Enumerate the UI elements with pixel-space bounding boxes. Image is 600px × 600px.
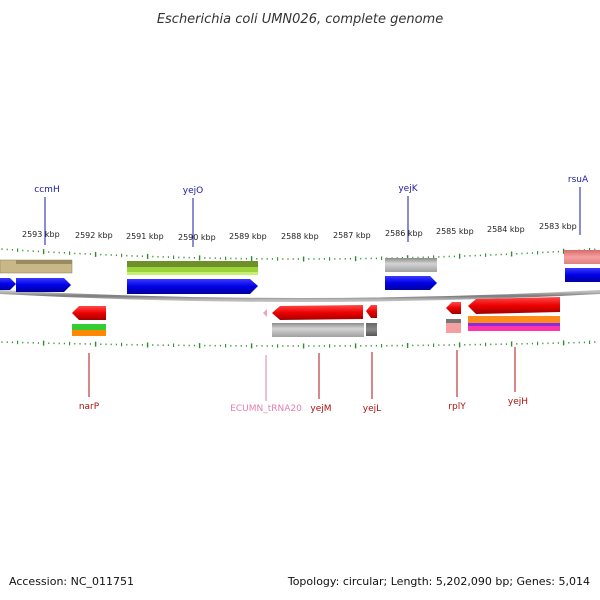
accession-text: Accession: NC_011751 xyxy=(9,575,134,588)
feature-gray-yejK xyxy=(385,258,437,272)
map-title: Escherichia coli UMN026, complete genome xyxy=(157,12,443,27)
top-label-lines xyxy=(44,187,581,247)
feature-red-arrow-narP xyxy=(72,306,106,320)
feature-pink-rsuA xyxy=(564,250,600,264)
feature-darkgray-rplY xyxy=(446,319,461,323)
feature-green-narP xyxy=(72,324,106,330)
scale-label-2591: 2591 kbp xyxy=(126,232,164,241)
gene-label-ECUMN_tRNA20: ECUMN_tRNA20 xyxy=(230,404,302,414)
feature-green-light xyxy=(127,272,258,275)
feature-red-arrow-yejM xyxy=(272,305,363,320)
forward-strand-features xyxy=(0,250,600,294)
gene-label-yejL: yejL xyxy=(363,404,381,414)
feature-pink-rplY xyxy=(446,323,461,333)
scale-ticks-top xyxy=(1,247,596,262)
gene-label-rplY: rplY xyxy=(448,402,466,412)
feature-blue-arrow-1 xyxy=(0,278,16,290)
gene-label-yejO: yejO xyxy=(183,186,203,196)
scale-labels: 2593 kbp 2592 kbp 2591 kbp 2590 kbp 2589… xyxy=(22,222,577,242)
bottom-gene-labels: narP ECUMN_tRNA20 yejM yejL rplY yejH xyxy=(79,397,528,414)
bottom-label-lines xyxy=(88,347,516,401)
feature-gray-yejM xyxy=(272,323,364,337)
scale-label-2593: 2593 kbp xyxy=(22,230,60,239)
top-gene-labels: ccmH yejO yejK rsuA xyxy=(34,175,589,196)
feature-green-dark xyxy=(127,261,258,267)
scale-label-2586: 2586 kbp xyxy=(385,229,423,238)
scale-label-2587: 2587 kbp xyxy=(333,231,371,240)
scale-label-2590: 2590 kbp xyxy=(178,233,216,242)
feature-tan-edge xyxy=(16,260,72,264)
feature-orange-yejH xyxy=(468,316,560,323)
feature-blue-arrow-yejK xyxy=(385,276,437,290)
feature-magenta-yejH xyxy=(468,326,560,331)
scale-label-2585: 2585 kbp xyxy=(436,227,474,236)
feature-green-mid xyxy=(127,267,258,272)
feature-trna-marker xyxy=(263,309,267,317)
feature-red-arrow-yejL xyxy=(366,305,377,318)
reverse-strand-features xyxy=(72,297,560,337)
feature-blue-arrow-yejO xyxy=(127,279,258,294)
scale-label-2588: 2588 kbp xyxy=(281,232,319,241)
feature-blue-arrow-rsuA xyxy=(565,268,600,282)
gene-label-ccmH: ccmH xyxy=(34,185,59,195)
scale-label-2584: 2584 kbp xyxy=(487,225,525,234)
genome-backbone xyxy=(0,290,600,302)
feature-red-arrow-yejH xyxy=(468,297,560,314)
gene-label-narP: narP xyxy=(79,402,100,412)
feature-darkgray-yejL xyxy=(366,323,377,336)
feature-orange-narP xyxy=(72,330,106,336)
scale-label-2583: 2583 kbp xyxy=(539,222,577,231)
gene-label-yejH: yejH xyxy=(508,397,528,407)
scale-ticks-bottom xyxy=(1,340,596,349)
feature-blue-arrow-ccmH xyxy=(16,278,71,292)
scale-label-2589: 2589 kbp xyxy=(229,232,267,241)
genome-summary-text: Topology: circular; Length: 5,202,090 bp… xyxy=(287,575,590,588)
gene-label-rsuA: rsuA xyxy=(568,175,589,185)
scale-label-2592: 2592 kbp xyxy=(75,231,113,240)
gene-label-yejK: yejK xyxy=(398,184,418,194)
feature-purple-yejH xyxy=(468,323,560,326)
gene-label-yejM: yejM xyxy=(310,404,331,414)
feature-red-arrow-rplY xyxy=(446,302,461,314)
